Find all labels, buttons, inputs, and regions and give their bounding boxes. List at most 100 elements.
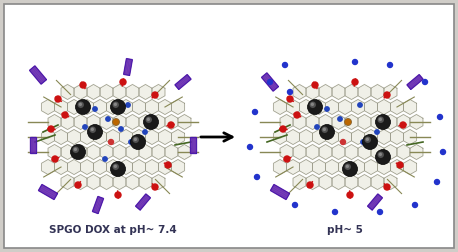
- Polygon shape: [42, 100, 55, 114]
- Circle shape: [340, 140, 345, 144]
- Polygon shape: [368, 194, 382, 210]
- Polygon shape: [273, 130, 287, 144]
- Polygon shape: [293, 114, 306, 130]
- Circle shape: [252, 110, 257, 114]
- Polygon shape: [146, 100, 158, 114]
- Polygon shape: [300, 130, 312, 144]
- Polygon shape: [126, 175, 139, 190]
- Polygon shape: [384, 175, 397, 190]
- Polygon shape: [338, 160, 351, 175]
- Polygon shape: [38, 184, 58, 200]
- Circle shape: [347, 192, 353, 198]
- Circle shape: [103, 157, 107, 161]
- Polygon shape: [280, 114, 293, 130]
- Circle shape: [377, 209, 382, 214]
- Polygon shape: [306, 175, 319, 190]
- Polygon shape: [345, 144, 358, 160]
- Circle shape: [312, 82, 318, 88]
- Polygon shape: [273, 100, 287, 114]
- Circle shape: [52, 156, 58, 162]
- Polygon shape: [287, 100, 300, 114]
- Circle shape: [362, 135, 377, 149]
- Circle shape: [343, 162, 358, 176]
- Circle shape: [422, 79, 427, 84]
- Circle shape: [87, 124, 103, 140]
- Polygon shape: [377, 130, 391, 144]
- Polygon shape: [132, 160, 146, 175]
- Circle shape: [146, 117, 152, 122]
- Polygon shape: [146, 130, 158, 144]
- Polygon shape: [158, 130, 171, 144]
- Circle shape: [344, 118, 351, 125]
- Circle shape: [288, 89, 293, 94]
- Circle shape: [78, 102, 83, 107]
- Polygon shape: [326, 100, 338, 114]
- Polygon shape: [273, 160, 287, 175]
- Circle shape: [307, 100, 322, 114]
- Circle shape: [384, 92, 390, 98]
- Circle shape: [119, 127, 123, 131]
- Polygon shape: [175, 75, 191, 89]
- Polygon shape: [171, 160, 185, 175]
- Circle shape: [168, 122, 174, 128]
- Circle shape: [294, 112, 300, 118]
- Polygon shape: [377, 160, 391, 175]
- Polygon shape: [407, 75, 423, 89]
- Polygon shape: [61, 114, 74, 130]
- Circle shape: [325, 107, 329, 111]
- Polygon shape: [120, 100, 132, 114]
- Circle shape: [267, 79, 273, 84]
- Polygon shape: [67, 130, 81, 144]
- Circle shape: [134, 138, 136, 141]
- Polygon shape: [397, 114, 410, 130]
- Circle shape: [115, 192, 121, 198]
- Polygon shape: [338, 130, 351, 144]
- Circle shape: [376, 149, 391, 165]
- Circle shape: [375, 130, 379, 134]
- Polygon shape: [351, 100, 365, 114]
- Polygon shape: [365, 100, 377, 114]
- Polygon shape: [152, 114, 165, 130]
- Polygon shape: [81, 130, 93, 144]
- Polygon shape: [100, 84, 113, 100]
- Polygon shape: [319, 84, 332, 100]
- Polygon shape: [87, 114, 100, 130]
- Polygon shape: [48, 144, 61, 160]
- Polygon shape: [306, 84, 319, 100]
- Circle shape: [338, 117, 342, 121]
- Polygon shape: [93, 100, 107, 114]
- Circle shape: [358, 103, 362, 107]
- Polygon shape: [391, 160, 403, 175]
- Circle shape: [73, 147, 78, 152]
- Polygon shape: [306, 144, 319, 160]
- Circle shape: [315, 125, 319, 129]
- Circle shape: [333, 209, 338, 214]
- Circle shape: [114, 103, 116, 106]
- Circle shape: [79, 103, 82, 106]
- Polygon shape: [358, 114, 371, 130]
- Polygon shape: [358, 175, 371, 190]
- Polygon shape: [139, 114, 152, 130]
- Polygon shape: [391, 130, 403, 144]
- Circle shape: [62, 112, 68, 118]
- Circle shape: [345, 164, 350, 169]
- Circle shape: [113, 164, 118, 169]
- Polygon shape: [158, 160, 171, 175]
- Polygon shape: [358, 84, 371, 100]
- Polygon shape: [81, 100, 93, 114]
- Polygon shape: [312, 160, 326, 175]
- Circle shape: [83, 125, 87, 129]
- Circle shape: [71, 144, 86, 160]
- Polygon shape: [171, 130, 185, 144]
- Polygon shape: [74, 84, 87, 100]
- Circle shape: [361, 140, 365, 144]
- Circle shape: [323, 128, 326, 131]
- Circle shape: [435, 179, 440, 184]
- Polygon shape: [55, 100, 67, 114]
- Polygon shape: [42, 160, 55, 175]
- Polygon shape: [300, 160, 312, 175]
- Circle shape: [165, 162, 171, 168]
- Polygon shape: [107, 100, 120, 114]
- Polygon shape: [365, 160, 377, 175]
- Circle shape: [379, 118, 382, 120]
